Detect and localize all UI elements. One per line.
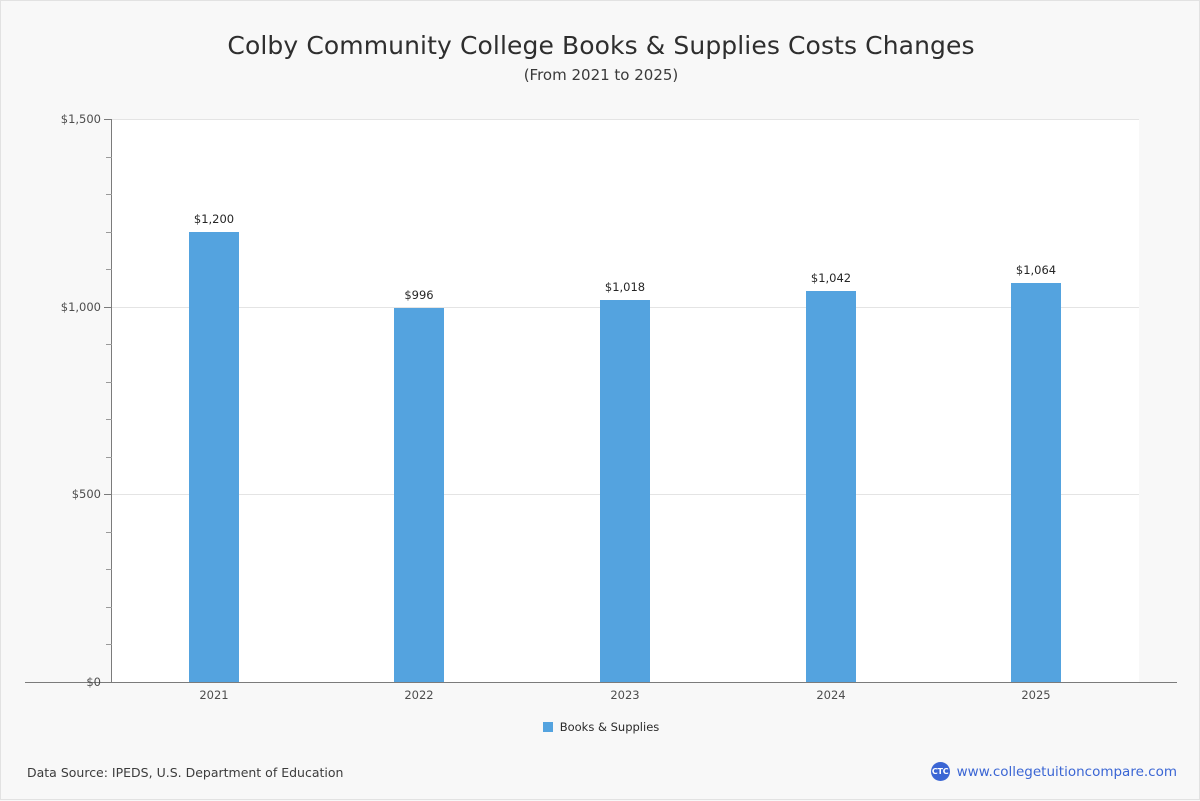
bar-value-label-2024: $1,042 [810, 271, 852, 285]
x-axis-label-2022: 2022 [404, 688, 434, 702]
y-axis-tick-minor [106, 644, 112, 645]
y-axis-tick-minor [106, 419, 112, 420]
y-axis-tick-minor [106, 157, 112, 158]
bar-2025[interactable] [1011, 283, 1061, 682]
y-axis-tick-minor [106, 194, 112, 195]
legend-swatch-books-supplies [542, 722, 553, 732]
x-axis-label-2024: 2024 [816, 688, 846, 702]
y-axis-tick-major [104, 119, 112, 120]
bar-value-label-2023: $1,018 [604, 280, 646, 294]
y-axis-tick-minor [106, 607, 112, 608]
gridline [111, 119, 1139, 120]
y-axis-tick-minor [106, 532, 112, 533]
ctc-logo-icon: CTC [930, 762, 950, 781]
x-axis-label-2023: 2023 [610, 688, 640, 702]
y-axis-tick-minor [106, 382, 112, 383]
bar-2023[interactable] [600, 300, 650, 682]
legend-label-books-supplies: Books & Supplies [559, 720, 660, 734]
y-axis-line [111, 119, 112, 682]
chart-subtitle: (From 2021 to 2025) [523, 66, 679, 84]
y-axis-tick-minor [106, 457, 112, 458]
x-axis-label-2025: 2025 [1021, 688, 1051, 702]
y-axis-label: $1,500 [60, 112, 101, 126]
bar-2022[interactable] [394, 308, 444, 682]
y-axis-tick-minor [106, 569, 112, 570]
y-axis-tick-minor [106, 269, 112, 270]
brand-footer[interactable]: CTC www.collegetuitioncompare.com [930, 762, 1177, 781]
y-axis-tick-major [104, 682, 112, 683]
bar-value-label-2025: $1,064 [1015, 263, 1057, 277]
bar-2024[interactable] [806, 291, 856, 682]
y-axis-tick-major [104, 494, 112, 495]
bar-value-label-2021: $1,200 [193, 212, 235, 226]
brand-website-link[interactable]: www.collegetuitioncompare.com [956, 763, 1177, 780]
data-source-note: Data Source: IPEDS, U.S. Department of E… [27, 765, 344, 780]
chart-legend: Books & Supplies [1, 720, 1200, 734]
y-axis-tick-minor [106, 344, 112, 345]
y-axis-label: $0 [86, 675, 101, 689]
y-axis-label: $1,000 [60, 300, 101, 314]
x-axis-label-2021: 2021 [199, 688, 229, 702]
y-axis-tick-major [104, 307, 112, 308]
bar-value-label-2022: $996 [404, 288, 434, 302]
bar-2021[interactable] [189, 232, 239, 682]
y-axis-tick-minor [106, 232, 112, 233]
title-block: Colby Community College Books & Supplies… [1, 31, 1200, 86]
chart-title: Colby Community College Books & Supplies… [227, 31, 975, 60]
x-axis-line [25, 682, 1177, 683]
y-axis-labels: $0 $500 $1,000 $1,500 [1, 1, 101, 801]
y-axis-label: $500 [71, 487, 101, 501]
